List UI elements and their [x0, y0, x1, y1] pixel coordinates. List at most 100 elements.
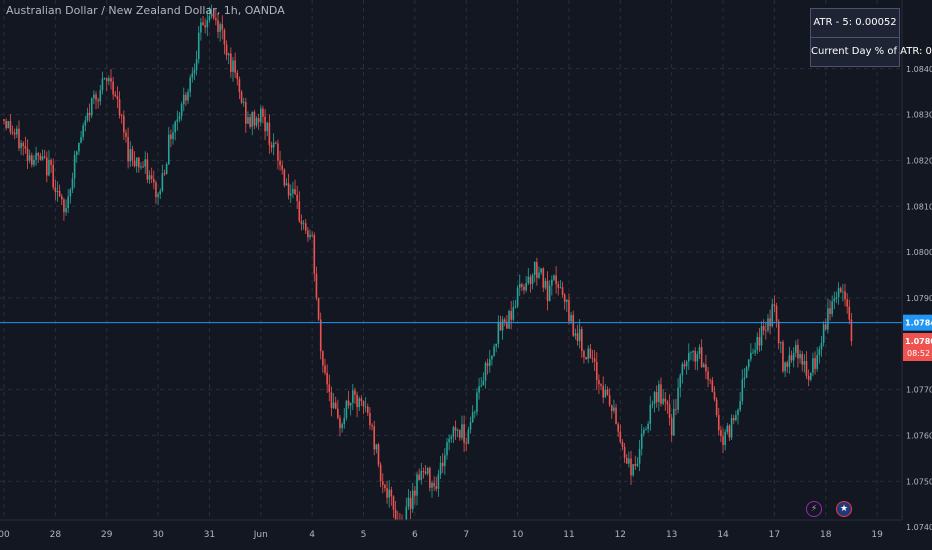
candle-body: [311, 234, 313, 236]
countdown-label: 08:52: [907, 349, 930, 358]
candle-body: [788, 355, 791, 367]
candle-body: [673, 408, 675, 436]
candle-body: [688, 352, 690, 362]
candle-body: [170, 134, 172, 140]
candle-body: [251, 111, 254, 127]
candle-body: [662, 398, 664, 404]
candle-body: [221, 24, 224, 30]
candle-body: [474, 412, 476, 413]
candle-body: [807, 375, 810, 380]
candle-body: [159, 190, 162, 195]
candle-body: [150, 175, 153, 180]
candle-body: [110, 78, 112, 82]
candle-body: [630, 458, 632, 476]
candle-body: [437, 474, 440, 489]
candle-body: [411, 490, 414, 510]
candle-body: [349, 402, 352, 406]
x-tick-label: 28: [50, 530, 62, 540]
candle-body: [341, 424, 343, 429]
candle-body: [600, 384, 602, 386]
candle-body: [18, 128, 20, 149]
candle-body: [88, 112, 91, 116]
candle-body: [274, 142, 277, 144]
candle-body: [758, 336, 761, 346]
candle-body: [750, 352, 752, 360]
candle-body: [304, 223, 307, 231]
candle-body: [424, 471, 427, 474]
x-tick-label: 19: [871, 530, 883, 540]
candle-body: [523, 286, 525, 291]
x-axis[interactable]: 00 28 29 30 31 Jun 4 5 6 7 10 11 12 13 14 17 18 19: [0, 530, 883, 540]
candle-body: [26, 148, 29, 161]
candle-body: [381, 481, 384, 485]
candle-body: [435, 486, 438, 489]
candle-body: [591, 358, 594, 359]
candle-body: [422, 471, 425, 472]
last-price-label: 1.07806: [905, 337, 932, 346]
candle-body: [200, 22, 202, 33]
candle-body: [486, 363, 489, 366]
y-axis[interactable]: 1.08400 1.08300 1.08200 1.08100 1.08000 1.079…: [906, 65, 932, 532]
candle-body: [80, 136, 82, 143]
candle-body: [390, 489, 393, 497]
x-tick-label: 30: [152, 530, 164, 540]
candle-body: [829, 308, 831, 315]
candle-body: [694, 351, 697, 362]
candle-body: [140, 166, 142, 168]
candle-body: [696, 354, 699, 362]
candle-body: [377, 444, 380, 465]
candle-body: [339, 417, 341, 429]
candle-body: [33, 160, 35, 165]
candle-body: [527, 276, 530, 283]
candle-body: [837, 288, 840, 298]
candle-body: [446, 442, 448, 456]
candle-body: [735, 415, 737, 421]
candle-body: [78, 142, 80, 152]
x-tick-label: 10: [512, 530, 524, 540]
x-tick-label: 31: [204, 530, 215, 540]
candle-body: [337, 408, 339, 418]
candle-body: [133, 160, 136, 167]
candle-body: [364, 406, 367, 408]
flag-icon[interactable]: ★: [836, 501, 852, 517]
candle-body: [572, 315, 575, 336]
candle-body: [670, 418, 673, 436]
candle-body: [792, 352, 795, 361]
x-tick-label: 4: [309, 530, 315, 540]
candle-body: [760, 326, 763, 346]
candle-body: [743, 377, 746, 380]
candle-body: [9, 121, 12, 133]
candle-body: [101, 78, 104, 91]
candle-body: [551, 279, 553, 286]
candle-body: [407, 497, 410, 507]
candle-body: [118, 99, 121, 116]
candle-body: [178, 116, 181, 120]
candle-body: [260, 108, 262, 123]
candle-body: [334, 402, 337, 409]
candle-body: [692, 351, 694, 353]
candle-body: [90, 98, 93, 116]
candle-body: [46, 157, 48, 176]
candle-body: [677, 387, 679, 410]
candle-body: [521, 284, 523, 287]
candle-body: [801, 354, 804, 365]
candle-body: [384, 484, 386, 489]
x-tick-label: 13: [666, 530, 677, 540]
candle-body: [775, 305, 778, 322]
candle-body: [84, 120, 87, 126]
candle-body: [24, 146, 27, 149]
y-tick-label: 1.07600: [906, 431, 932, 440]
candle-body: [632, 464, 634, 476]
candle-body: [640, 433, 643, 449]
candle-body: [782, 342, 784, 372]
candle-body: [245, 102, 247, 124]
candle-body: [546, 280, 549, 301]
candle-body: [598, 380, 600, 385]
candle-body: [499, 321, 502, 331]
lightning-icon[interactable]: ⚡: [806, 501, 822, 517]
candle-body: [405, 506, 408, 524]
candle-body: [651, 403, 654, 405]
candle-body: [649, 404, 652, 425]
candle-body: [328, 384, 331, 393]
